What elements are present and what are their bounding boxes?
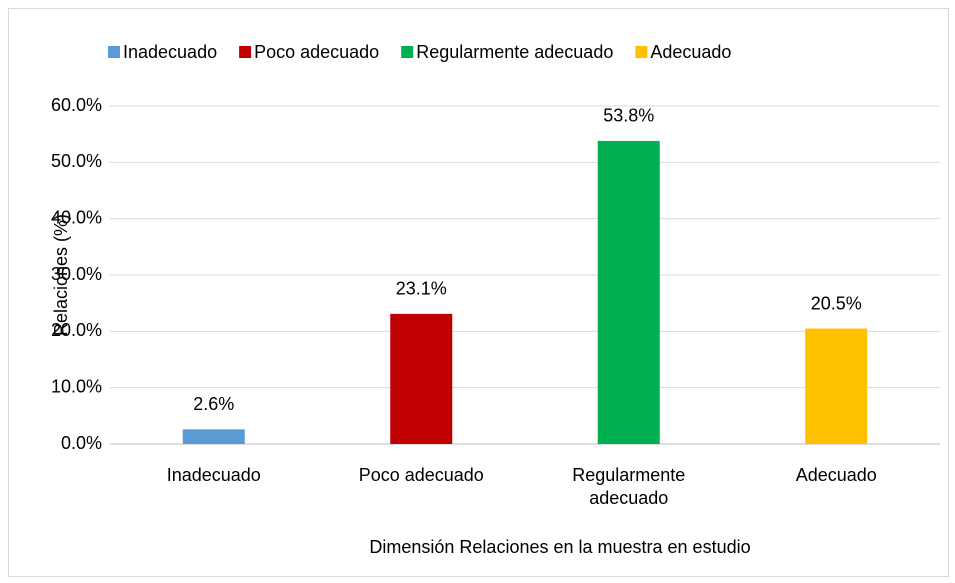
- legend-label: Adecuado: [650, 42, 731, 62]
- x-tick-label: Inadecuado: [166, 465, 261, 485]
- y-axis-title: Relaciones (%): [51, 214, 71, 336]
- x-tick-label: Poco adecuado: [358, 465, 484, 485]
- legend-swatch: [401, 46, 414, 58]
- y-tick-label: 40.0%: [51, 207, 102, 227]
- bar: [805, 328, 868, 444]
- x-tick-label: Regularmente adecuado: [572, 465, 686, 508]
- bar: [597, 140, 660, 444]
- y-tick-label: 0.0%: [61, 433, 102, 453]
- chart-border: [8, 8, 949, 577]
- legend-swatch: [635, 46, 648, 58]
- x-axis-title: Dimensión Relaciones en la muestra en es…: [369, 537, 750, 557]
- y-tick-label: 10.0%: [51, 376, 102, 396]
- legend-label: Regularmente adecuado: [416, 42, 613, 62]
- data-label: 53.8%: [603, 106, 654, 126]
- bar: [390, 313, 453, 444]
- legend-label: Poco adecuado: [254, 42, 379, 62]
- legend-swatch: [239, 46, 252, 58]
- y-tick-label: 20.0%: [51, 320, 102, 340]
- data-label: 2.6%: [193, 394, 234, 414]
- legend-label: Inadecuado: [123, 42, 217, 62]
- bar: [182, 429, 245, 444]
- x-tick-label: Adecuado: [795, 465, 877, 485]
- legend-swatch: [108, 46, 120, 58]
- data-label: 23.1%: [396, 279, 447, 299]
- y-tick-label: 50.0%: [51, 151, 102, 171]
- y-tick-label: 60.0%: [51, 95, 102, 115]
- y-tick-label: 30.0%: [51, 264, 102, 284]
- data-label: 20.5%: [811, 293, 862, 313]
